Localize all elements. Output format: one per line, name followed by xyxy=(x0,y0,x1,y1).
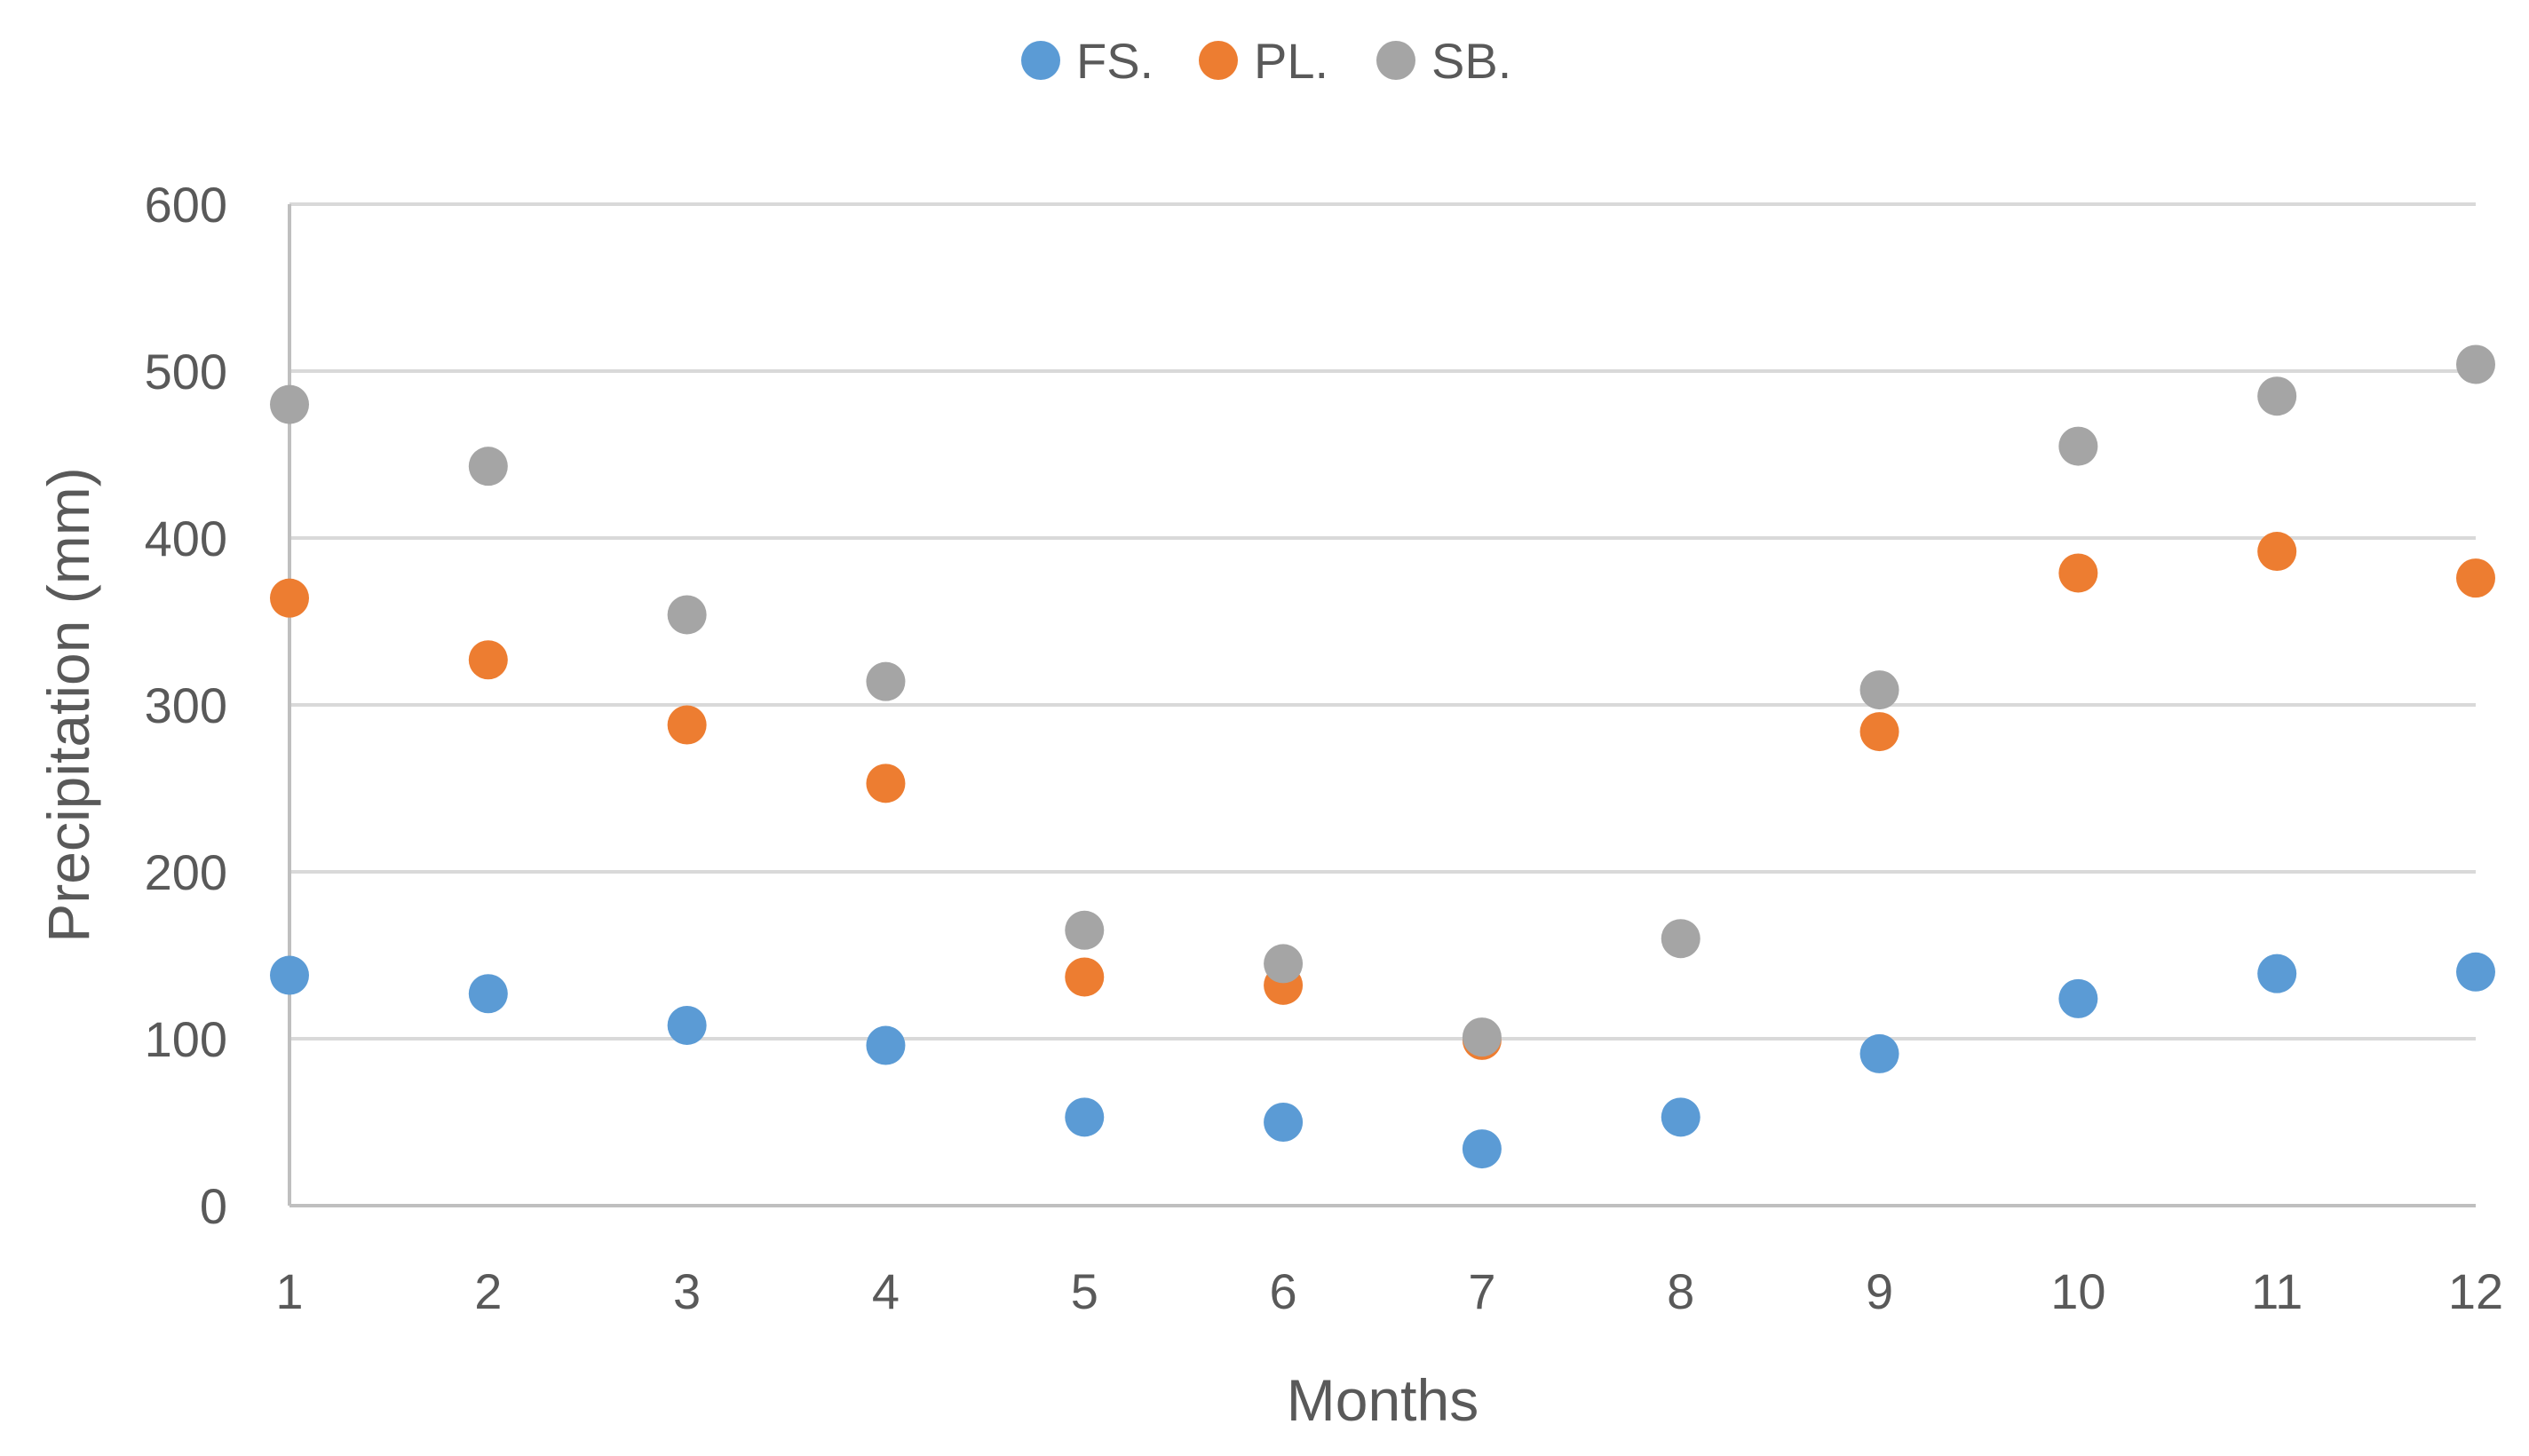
axes xyxy=(288,204,2476,1207)
data-point xyxy=(866,1025,906,1065)
data-point xyxy=(468,974,508,1014)
x-tick-label: 11 xyxy=(2251,1263,2303,1319)
x-tick-label: 10 xyxy=(2050,1263,2105,1319)
y-tick-label: 300 xyxy=(145,677,227,733)
data-point xyxy=(468,640,508,680)
data-point xyxy=(270,384,309,424)
legend-marker xyxy=(1021,41,1060,80)
data-point xyxy=(1065,910,1105,950)
y-tick-label: 400 xyxy=(145,510,227,566)
y-tick-label: 100 xyxy=(145,1011,227,1067)
data-point xyxy=(2456,952,2495,992)
legend-item: PL. xyxy=(1199,33,1328,89)
gridlines xyxy=(289,202,2476,1041)
y-axis-ticks: 0 100 200 300 400 500 600 xyxy=(145,177,227,1234)
data-point xyxy=(2456,558,2495,598)
legend-label: FS. xyxy=(1076,33,1154,89)
x-tick-label: 9 xyxy=(1866,1263,1893,1319)
x-tick-label: 12 xyxy=(2448,1263,2503,1319)
legend-label: SB. xyxy=(1431,33,1511,89)
data-point xyxy=(866,764,906,803)
legend-marker xyxy=(1199,41,1238,80)
y-tick-label: 0 xyxy=(200,1178,227,1234)
data-point xyxy=(1065,957,1105,997)
data-point xyxy=(1462,1017,1502,1057)
legend-label: PL. xyxy=(1254,33,1328,89)
data-point xyxy=(2456,344,2495,384)
data-point xyxy=(1859,1033,1899,1073)
y-tick-label: 500 xyxy=(145,344,227,400)
data-point xyxy=(1859,670,1899,710)
data-point xyxy=(667,595,707,635)
legend: FS. PL. SB. xyxy=(1021,33,1511,89)
y-axis-title: Precipitation (mm) xyxy=(36,467,101,942)
data-point xyxy=(667,705,707,745)
data-point xyxy=(1264,1103,1304,1142)
x-tick-label: 7 xyxy=(1468,1263,1495,1319)
y-tick-label: 200 xyxy=(145,844,227,900)
series-fs xyxy=(270,952,2495,1169)
x-tick-label: 3 xyxy=(673,1263,701,1319)
data-point xyxy=(2058,426,2098,466)
data-point xyxy=(2257,954,2297,993)
x-tick-label: 4 xyxy=(872,1263,900,1319)
data-points xyxy=(270,344,2495,1169)
data-point xyxy=(2058,553,2098,593)
x-tick-label: 6 xyxy=(1270,1263,1297,1319)
data-point xyxy=(2257,376,2297,416)
data-point xyxy=(468,447,508,487)
y-tick-label: 600 xyxy=(145,177,227,233)
data-point xyxy=(270,578,309,618)
data-point xyxy=(1065,1097,1105,1137)
data-point xyxy=(1661,1097,1701,1137)
data-point xyxy=(2058,978,2098,1018)
data-point xyxy=(2257,532,2297,572)
series-pl xyxy=(270,532,2495,1060)
series-sb xyxy=(270,344,2495,1057)
x-axis-title: Months xyxy=(1287,1367,1479,1433)
x-tick-label: 2 xyxy=(474,1263,502,1319)
data-point xyxy=(1462,1129,1502,1169)
data-point xyxy=(270,955,309,995)
legend-marker xyxy=(1376,41,1415,80)
data-point xyxy=(667,1005,707,1045)
x-tick-label: 5 xyxy=(1071,1263,1098,1319)
legend-item: FS. xyxy=(1021,33,1154,89)
data-point xyxy=(1859,712,1899,752)
x-tick-label: 8 xyxy=(1667,1263,1694,1319)
data-point xyxy=(1661,919,1701,959)
data-point xyxy=(1264,944,1304,984)
x-axis-ticks: 1 2 3 4 5 6 7 8 9 10 11 12 xyxy=(275,1263,2503,1319)
data-point xyxy=(866,661,906,701)
legend-item: SB. xyxy=(1376,33,1511,89)
x-tick-label: 1 xyxy=(275,1263,303,1319)
